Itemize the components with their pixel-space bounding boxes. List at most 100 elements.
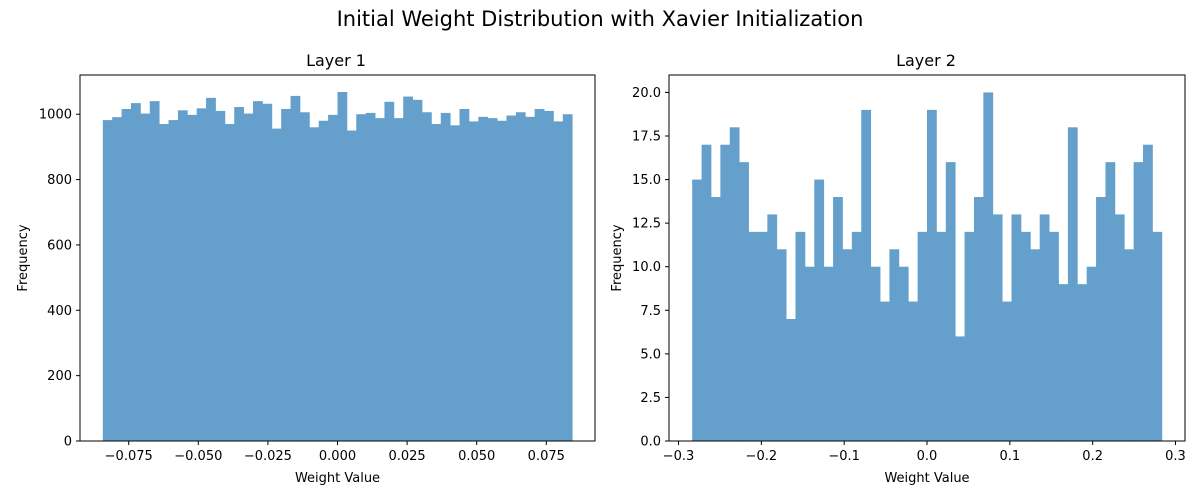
histogram-bar-35 xyxy=(421,112,432,441)
histogram-bar-41 xyxy=(478,116,489,441)
histogram-bar-25 xyxy=(917,231,928,441)
y-tick-label: 10.0 xyxy=(632,260,661,275)
y-tick-label: 17.5 xyxy=(632,130,661,145)
y-axis-label: Frequency xyxy=(16,224,31,291)
histogram-bar-22 xyxy=(299,112,310,441)
x-tick-label: 0.3 xyxy=(1165,449,1186,464)
histogram-bar-47 xyxy=(1124,249,1135,441)
histogram-bar-29 xyxy=(365,112,376,442)
histogram-bar-43 xyxy=(1086,266,1097,441)
histogram-bar-5 xyxy=(140,113,151,441)
histogram-bar-10 xyxy=(776,249,787,441)
y-tick-label: 600 xyxy=(47,238,72,253)
histogram-bar-36 xyxy=(431,124,442,442)
histogram-bar-7 xyxy=(159,124,169,442)
histogram-bar-38 xyxy=(450,125,460,441)
histogram-bar-1 xyxy=(102,120,113,441)
histogram-bar-46 xyxy=(1114,214,1125,441)
histogram-bar-19 xyxy=(861,109,872,441)
histogram-bar-32 xyxy=(983,92,994,441)
histogram-bar-22 xyxy=(889,249,900,441)
histogram-bar-39 xyxy=(459,108,470,441)
histogram-bar-40 xyxy=(468,121,479,442)
histogram-bar-3 xyxy=(710,197,721,441)
y-tick-label: 12.5 xyxy=(632,217,661,232)
y-tick-label: 15.0 xyxy=(632,173,661,188)
histogram-bar-23 xyxy=(309,127,320,442)
histogram-bar-10 xyxy=(187,114,198,441)
histogram-bar-16 xyxy=(833,197,843,441)
histogram-bar-8 xyxy=(168,120,179,441)
x-tick-label: −0.050 xyxy=(174,449,222,464)
histogram-bar-45 xyxy=(515,112,526,441)
y-tick-label: 7.5 xyxy=(640,304,661,319)
histogram-bar-31 xyxy=(384,101,395,442)
histogram-bar-44 xyxy=(1096,197,1106,441)
subplot-title: Layer 1 xyxy=(306,51,366,70)
figure-title: Initial Weight Distribution with Xavier … xyxy=(337,7,864,31)
histogram-bar-9 xyxy=(177,110,188,442)
histogram-bar-47 xyxy=(534,108,545,441)
histogram-bar-49 xyxy=(1143,144,1153,441)
histogram-bar-28 xyxy=(945,162,956,441)
histogram-bar-49 xyxy=(553,121,564,442)
x-tick-label: −0.025 xyxy=(244,449,292,464)
histogram-bar-31 xyxy=(973,197,984,441)
histogram-bar-46 xyxy=(525,116,536,441)
histogram-bar-7 xyxy=(748,231,759,441)
histogram-bar-17 xyxy=(842,249,853,441)
histogram-bar-11 xyxy=(786,319,796,441)
histogram-bar-16 xyxy=(243,113,254,441)
histogram-bar-19 xyxy=(271,128,282,442)
x-tick-label: 0.050 xyxy=(458,449,495,464)
histogram-bar-48 xyxy=(1133,162,1144,441)
histogram-bar-6 xyxy=(739,162,749,441)
histogram-bar-34 xyxy=(1002,301,1012,441)
y-axis-label: Frequency xyxy=(610,224,625,291)
histogram-bar-21 xyxy=(880,301,890,441)
histogram-bar-4 xyxy=(720,144,731,441)
y-tick-label: 200 xyxy=(47,369,72,384)
histogram-bar-17 xyxy=(253,101,263,442)
histogram-bar-42 xyxy=(487,118,498,441)
x-tick-label: 0.0 xyxy=(917,449,938,464)
histogram-bar-50 xyxy=(562,114,573,441)
histogram-bar-12 xyxy=(206,97,216,441)
histogram-bar-35 xyxy=(1011,214,1022,441)
histogram-bar-26 xyxy=(927,109,937,441)
histogram-bar-26 xyxy=(337,91,348,441)
subplot-title: Layer 2 xyxy=(896,51,956,70)
histogram-bar-23 xyxy=(898,266,909,441)
histogram-bar-4 xyxy=(130,103,141,441)
histogram-bar-48 xyxy=(544,110,554,442)
histogram-bar-2 xyxy=(112,117,123,441)
histogram-bar-13 xyxy=(215,110,226,442)
histogram-bar-29 xyxy=(955,336,965,441)
histogram-bar-13 xyxy=(804,266,815,441)
histogram-bar-14 xyxy=(814,179,825,442)
histogram-bar-45 xyxy=(1105,162,1116,441)
histogram-bar-32 xyxy=(393,118,404,441)
histogram-bar-21 xyxy=(290,95,301,442)
histogram-bar-37 xyxy=(1030,249,1041,441)
x-tick-label: 0.075 xyxy=(528,449,565,464)
histogram-bar-24 xyxy=(908,301,919,441)
histogram-bar-25 xyxy=(328,114,338,441)
x-tick-label: −0.075 xyxy=(105,449,153,464)
x-axis-label: Weight Value xyxy=(884,471,969,486)
y-tick-label: 0 xyxy=(64,435,72,450)
histogram-bar-28 xyxy=(356,114,367,441)
x-tick-label: −0.1 xyxy=(828,449,860,464)
histogram-bar-43 xyxy=(497,120,507,441)
histogram-bar-9 xyxy=(767,214,778,441)
histogram-bar-44 xyxy=(506,115,517,442)
histogram-bar-39 xyxy=(1049,231,1059,441)
histogram-bar-6 xyxy=(149,101,160,442)
histogram-bar-12 xyxy=(795,231,806,441)
histogram-bar-20 xyxy=(870,266,881,441)
histogram-bar-37 xyxy=(440,112,451,442)
histogram-bar-11 xyxy=(196,108,207,441)
y-tick-label: 1000 xyxy=(39,108,72,123)
y-tick-label: 20.0 xyxy=(632,86,661,101)
